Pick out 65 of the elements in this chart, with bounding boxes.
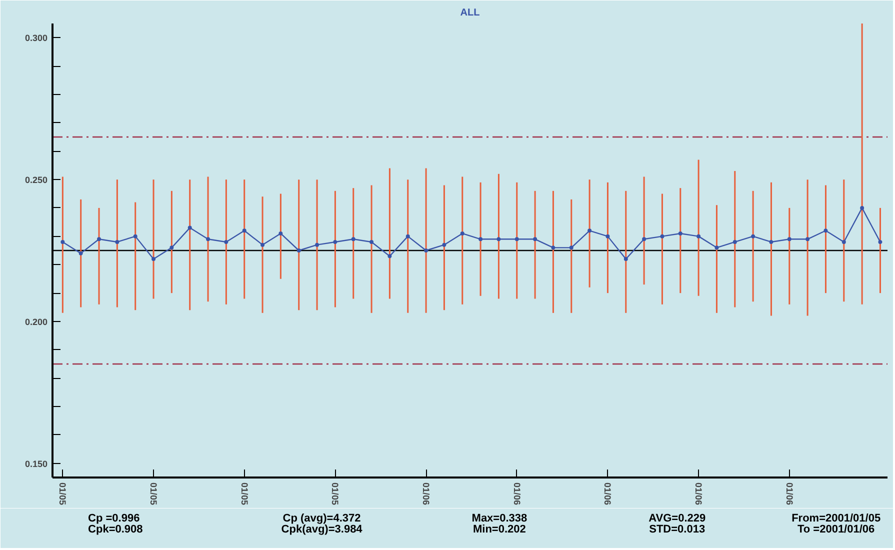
point	[696, 234, 701, 238]
point	[97, 237, 102, 242]
text: Cp (avg)=4.372 Cpk(avg)=3.984	[281, 512, 364, 536]
x-tick-label: 01/05	[239, 482, 250, 506]
point	[442, 242, 446, 247]
point	[551, 246, 556, 250]
point	[878, 240, 882, 244]
point	[60, 240, 65, 244]
y-tick-label: 0.250	[24, 175, 48, 186]
point	[424, 248, 428, 252]
point	[406, 234, 410, 238]
point	[333, 240, 338, 244]
point	[824, 228, 828, 233]
point	[388, 254, 392, 258]
point	[787, 237, 792, 242]
point	[860, 206, 864, 210]
x-tick-label: 01/06	[512, 482, 522, 506]
point	[224, 240, 228, 244]
x-tick-label: 01/06	[602, 482, 613, 506]
x-tick-label: 01/06	[421, 482, 432, 506]
text: Max=0.338 Min=0.202	[472, 512, 528, 536]
x-tick-label: 01/06	[694, 482, 704, 506]
point	[242, 228, 246, 233]
point	[188, 226, 192, 230]
point	[315, 242, 320, 247]
point	[206, 237, 210, 242]
point	[351, 237, 356, 242]
x-tick-label: 01/05	[330, 482, 340, 506]
point	[751, 234, 756, 238]
point	[496, 237, 501, 242]
x-tick-label: 01/06	[784, 482, 794, 506]
y-tick-label: 0.150	[24, 458, 48, 469]
y-tick-label: 0.200	[24, 316, 48, 327]
point	[478, 237, 483, 242]
point	[133, 234, 138, 238]
point	[152, 257, 156, 262]
point	[170, 246, 174, 250]
point	[714, 246, 719, 250]
point	[569, 246, 574, 250]
text: From=2001/01/05 To =2001/01/06	[792, 512, 881, 536]
point	[588, 228, 592, 233]
point	[260, 242, 265, 247]
y-tick-label: 0.300	[24, 33, 48, 44]
point	[660, 234, 664, 238]
point	[514, 237, 519, 242]
point	[642, 237, 646, 242]
x-tick-label: 01/05	[58, 482, 68, 506]
point	[533, 237, 538, 242]
point	[624, 257, 628, 262]
point	[769, 240, 774, 244]
x-tick-label: 01/05	[148, 482, 159, 506]
point	[370, 240, 374, 244]
text: Cp =0.996 Cpk=0.908	[88, 512, 143, 536]
point	[732, 240, 737, 244]
point	[678, 231, 682, 236]
point	[460, 231, 464, 236]
point	[278, 231, 283, 236]
point	[806, 237, 810, 242]
point	[606, 234, 610, 238]
chart-title: ALL	[460, 8, 480, 18]
point	[78, 251, 83, 256]
point	[296, 248, 301, 252]
point	[115, 240, 120, 244]
point	[842, 240, 846, 244]
text: AVG=0.229 STD=0.013	[648, 512, 706, 536]
